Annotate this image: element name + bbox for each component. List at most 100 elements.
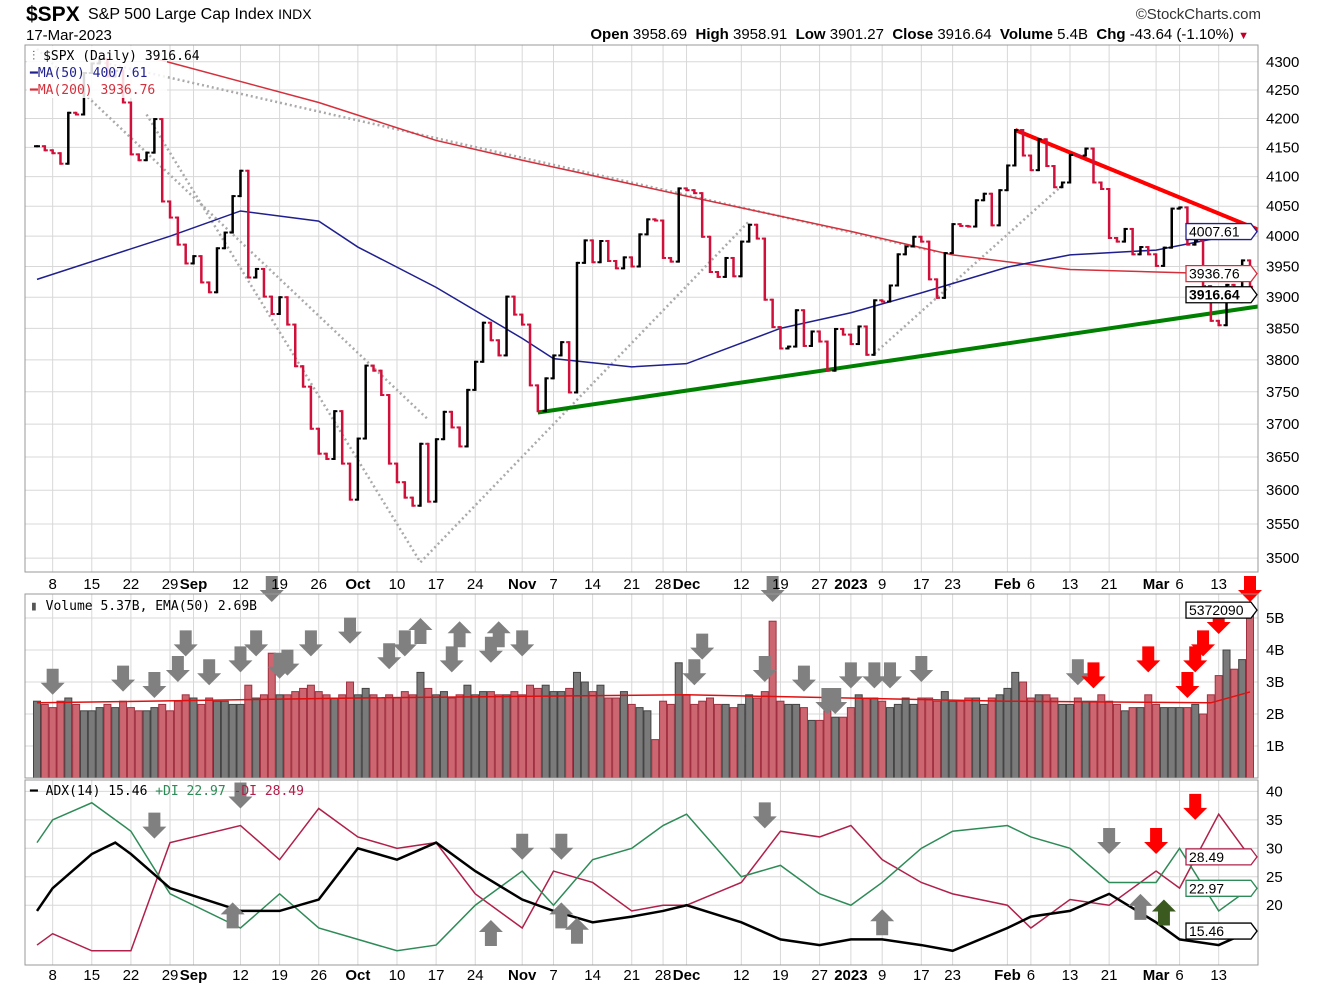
volume-bar [259, 694, 268, 779]
volume-bar [252, 697, 261, 779]
volume-tick-label: 1B [1266, 738, 1284, 755]
x-tick-label: 17 [428, 576, 445, 593]
adx-tick-label: 30 [1266, 840, 1283, 857]
volume-bar [1144, 694, 1153, 779]
volume-bar [471, 694, 480, 779]
high-label: High [695, 26, 729, 43]
volume-bar [768, 620, 777, 779]
dotted-trendline [873, 184, 1064, 355]
arrow-up-icon [486, 621, 511, 648]
volume-bar [103, 703, 112, 779]
volume-bar [1011, 671, 1020, 779]
volume-bar [776, 700, 785, 779]
volume-bar [392, 697, 401, 779]
arrow-down-icon [760, 576, 785, 602]
volume-bar [893, 703, 902, 779]
price-tick-label: 3950 [1266, 259, 1299, 276]
x-tick-label: 10 [389, 576, 406, 593]
volume-bar [588, 691, 597, 779]
volume-bar [619, 691, 628, 779]
brand-link[interactable]: ©StockCharts.com [1135, 6, 1261, 23]
arrow-down-icon [1136, 646, 1161, 673]
arrow-up-icon [564, 917, 589, 944]
volume-bar [173, 700, 182, 779]
volume-bar [815, 719, 824, 779]
volume-tag-box [1185, 601, 1258, 619]
volume-bar [737, 703, 746, 779]
volume-bar [455, 694, 464, 779]
volume-bar [479, 691, 488, 779]
x-tick-label: 19 [271, 576, 288, 593]
volume-bar [1105, 700, 1114, 779]
volume-bar [533, 687, 542, 779]
volume-bar [932, 700, 941, 779]
x-tick-label: 24 [467, 576, 484, 593]
volume-bar [205, 697, 214, 779]
price-tick-label: 4000 [1266, 228, 1299, 245]
volume-bar [87, 710, 96, 779]
volume-value: 5.4B [1057, 26, 1089, 43]
open-value: 3958.69 [632, 26, 688, 43]
arrow-down-icon [682, 659, 707, 686]
volume-bar [807, 719, 816, 779]
volume-bar [854, 694, 863, 779]
adx-legend: ━ ADX(14) 15.46 +DI 22.97 -DI 28.49 [29, 784, 304, 799]
volume-bar [713, 703, 722, 779]
ohlc-summary: Open 3958.69 High 3958.91 Low 3901.27 Cl… [590, 26, 1249, 43]
arrow-down-icon [165, 656, 190, 682]
volume-bar [886, 707, 895, 779]
arrow-down-icon [909, 656, 934, 682]
close-tag: 3916.64 [1189, 287, 1240, 303]
arrow-down-icon [40, 668, 65, 695]
volume-bar [1175, 707, 1184, 779]
arrow-up-icon [549, 902, 574, 929]
price-tick-label: 3700 [1266, 416, 1299, 433]
minus-di-line [36, 807, 1251, 952]
volume-bar [643, 710, 652, 779]
volume-bar [1222, 649, 1231, 779]
arrow-down-icon [549, 833, 574, 860]
x-tick-label: 17 [428, 967, 445, 984]
adx-tag: 15.46 [1189, 923, 1224, 939]
volume-bar [502, 694, 511, 779]
minus-di-tag: 28.49 [1189, 849, 1224, 865]
volume-bar [792, 703, 801, 779]
volume-bar [823, 710, 832, 779]
x-tick-label: 27 [811, 576, 828, 593]
adx-tick-label: 35 [1266, 812, 1283, 829]
arrow-down-icon [510, 630, 535, 657]
volume-bar [463, 684, 472, 779]
close-label: Close [892, 26, 934, 43]
price-tick-label: 3850 [1266, 320, 1299, 337]
x-tick-label: 12 [733, 967, 750, 984]
volume-bar [48, 707, 57, 779]
volume-bar [745, 694, 754, 779]
volume-bar [189, 697, 198, 779]
volume-bar [948, 700, 957, 779]
volume-bar [95, 707, 104, 779]
arrow-down-icon [690, 633, 715, 660]
volume-bar [369, 694, 378, 779]
gridlines [25, 45, 1258, 965]
volume-bar [956, 700, 965, 779]
x-tick-label: Feb [994, 576, 1021, 593]
volume-bar [1019, 681, 1028, 779]
volume-bar [1167, 707, 1176, 779]
volume-bar [1159, 707, 1168, 779]
volume-bar [1097, 694, 1106, 779]
volume-bar [635, 707, 644, 779]
x-tick-label: 29 [162, 576, 179, 593]
x-tick-label: Sep [180, 967, 208, 984]
bar-icon: ⫶ [32, 49, 43, 64]
x-tick-label: 12 [733, 576, 750, 593]
volume-bar [1042, 694, 1051, 779]
volume-bar [1120, 710, 1129, 779]
volume-bar [925, 697, 934, 779]
volume-legend: ▮ Volume 5.37B, EMA(50) 2.69B [30, 599, 257, 614]
x-tick-label: 21 [623, 967, 640, 984]
x-tick-label: 13 [1210, 576, 1227, 593]
arrow-down-icon [1065, 659, 1090, 686]
volume-bar [212, 700, 221, 779]
price-tick-label: 4150 [1266, 139, 1299, 156]
x-tick-label: Oct [345, 576, 370, 593]
